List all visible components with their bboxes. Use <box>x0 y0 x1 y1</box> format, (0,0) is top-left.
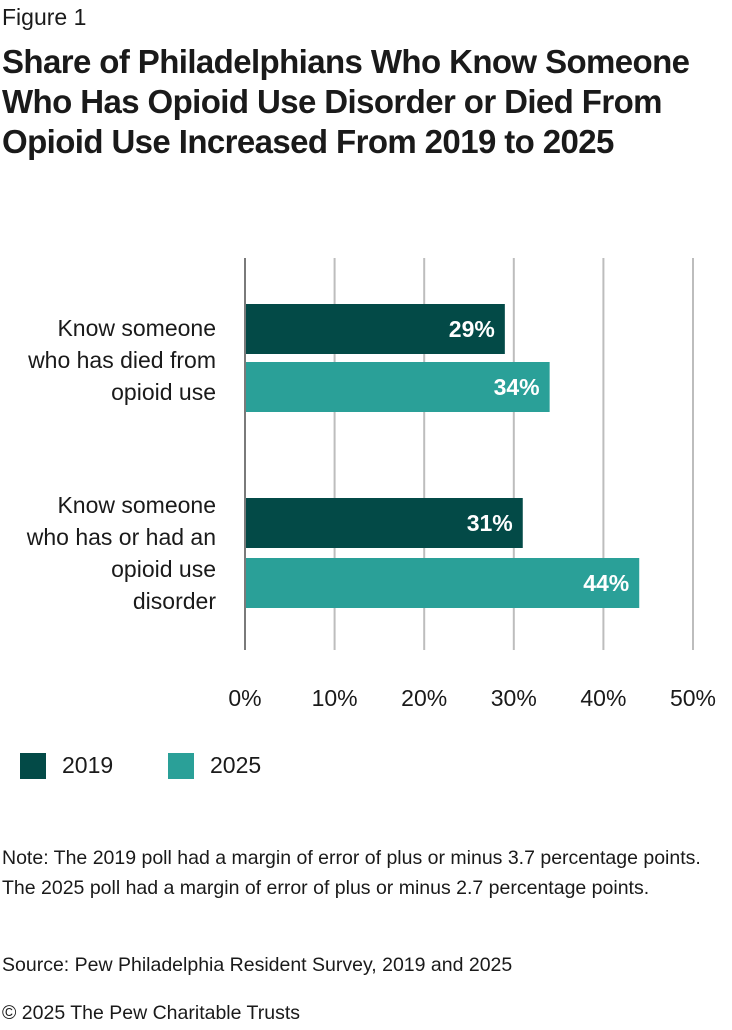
x-tick-label: 20% <box>401 685 447 711</box>
x-axis-ticks: 0% 10% 20% 30% 40% 50% <box>228 685 716 711</box>
bar-2019 <box>246 498 523 548</box>
x-tick-label: 10% <box>312 685 358 711</box>
bar-value-label: 34% <box>494 374 540 400</box>
category-label-line: disorder <box>132 588 216 614</box>
legend-swatch-2025 <box>168 753 194 779</box>
chart-title: Share of Philadelphians Who Know Someone… <box>2 43 690 160</box>
category-label-line: Know someone <box>57 492 216 518</box>
category-label-line: opioid use <box>111 556 216 582</box>
bar-2025 <box>246 362 550 412</box>
figure-label: Figure 1 <box>2 4 87 30</box>
copyright: © 2025 The Pew Charitable Trusts <box>2 1002 300 1024</box>
category-label-line: who has or had an <box>26 524 216 550</box>
bar-2025 <box>246 558 640 608</box>
chart-note: Note: The 2019 poll had a margin of erro… <box>2 847 701 899</box>
bar-value-label: 31% <box>467 510 513 536</box>
x-tick-label: 0% <box>228 685 261 711</box>
bar-2019 <box>246 304 505 354</box>
category-label-died: Know someone who has died from opioid us… <box>0 312 216 408</box>
bar-chart: 29% 34% 31% 44% 0% 10% 20% 30% 40% 50% <box>228 258 716 711</box>
bars: 29% 34% 31% 44% <box>246 304 640 608</box>
category-label-line: Know someone <box>57 315 216 341</box>
bar-value-label: 29% <box>449 316 495 342</box>
category-label-disorder: Know someone who has or had an opioid us… <box>0 489 216 617</box>
legend-label-2025: 2025 <box>210 752 262 778</box>
legend-label-2019: 2019 <box>62 752 114 778</box>
chart-source: Source: Pew Philadelphia Resident Survey… <box>2 954 513 976</box>
legend-swatch-2019 <box>20 753 46 779</box>
x-tick-label: 50% <box>670 685 716 711</box>
category-label-line: who has died from <box>28 347 216 373</box>
x-tick-label: 40% <box>580 685 626 711</box>
x-tick-label: 30% <box>491 685 537 711</box>
bar-value-label: 44% <box>583 570 629 596</box>
category-label-line: opioid use <box>111 379 216 405</box>
